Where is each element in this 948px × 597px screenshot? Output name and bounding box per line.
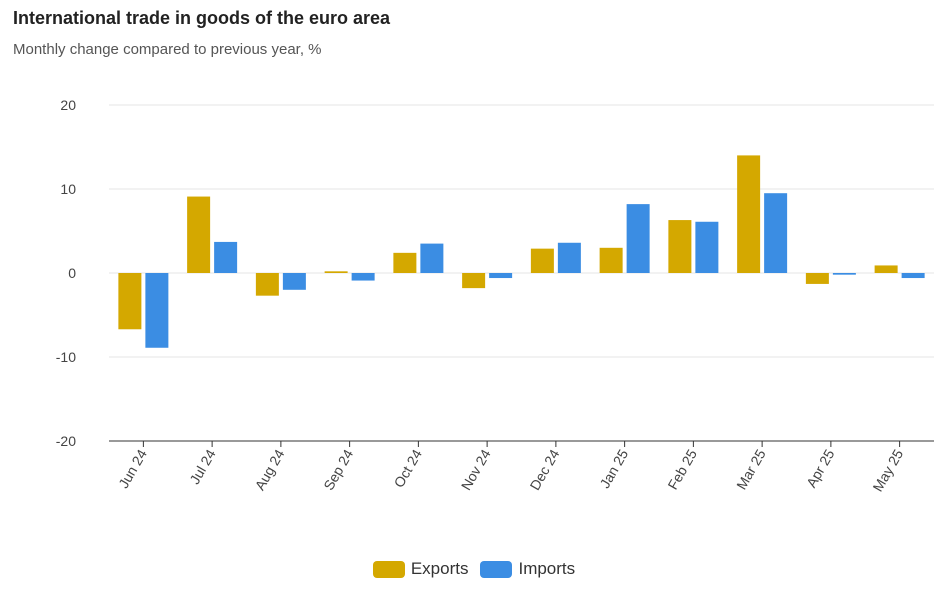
bar-imports-may-25[interactable] xyxy=(901,273,925,279)
x-tick-label: Mar 25 xyxy=(733,446,769,492)
bar-imports-jan-25[interactable] xyxy=(626,204,650,273)
bar-exports-feb-25[interactable] xyxy=(668,220,692,273)
legend-label: Exports xyxy=(410,559,469,578)
bar-imports-jun-24[interactable] xyxy=(145,273,169,348)
bar-imports-dec-24[interactable] xyxy=(557,242,581,273)
x-tick-label: Feb 25 xyxy=(664,446,700,492)
bar-imports-nov-24[interactable] xyxy=(489,273,513,279)
bar-exports-may-25[interactable] xyxy=(874,265,898,273)
x-tick-label: Jul 24 xyxy=(186,446,219,487)
legend-item-exports[interactable]: Exports xyxy=(372,559,469,579)
x-tick-label: May 25 xyxy=(869,446,906,494)
bar-exports-nov-24[interactable] xyxy=(462,273,486,289)
bar-imports-jul-24[interactable] xyxy=(214,241,238,273)
bar-imports-sep-24[interactable] xyxy=(351,273,375,281)
x-tick-label: Jun 24 xyxy=(115,446,150,491)
x-tick-label: Dec 24 xyxy=(526,446,562,493)
y-tick-label: -10 xyxy=(56,349,76,365)
legend-swatch xyxy=(372,560,405,578)
y-tick-label: 0 xyxy=(68,265,76,281)
chart-title: International trade in goods of the euro… xyxy=(13,8,391,28)
bar-exports-apr-25[interactable] xyxy=(805,273,829,284)
bar-exports-dec-24[interactable] xyxy=(530,248,554,273)
y-tick-label: 20 xyxy=(60,97,76,113)
y-tick-label: -20 xyxy=(56,433,76,449)
bar-imports-apr-25[interactable] xyxy=(832,273,856,275)
x-tick-label: Nov 24 xyxy=(458,446,494,493)
bar-exports-jan-25[interactable] xyxy=(599,247,623,273)
bar-exports-aug-24[interactable] xyxy=(255,273,279,296)
bar-exports-sep-24[interactable] xyxy=(324,271,348,273)
x-tick-label: Aug 24 xyxy=(251,446,287,493)
chart-legend: Exports Imports xyxy=(0,559,948,579)
bar-imports-mar-25[interactable] xyxy=(764,193,788,273)
x-tick-label: Jan 25 xyxy=(596,446,631,491)
x-tick-label: Apr 25 xyxy=(803,446,838,490)
bar-imports-feb-25[interactable] xyxy=(695,221,719,273)
legend-item-imports[interactable]: Imports xyxy=(480,559,575,579)
y-tick-label: 10 xyxy=(60,181,76,197)
x-tick-label: Sep 24 xyxy=(320,446,356,493)
bar-exports-jun-24[interactable] xyxy=(118,273,142,330)
legend-label: Imports xyxy=(518,559,576,578)
x-tick-label: Oct 24 xyxy=(390,446,425,490)
bar-exports-oct-24[interactable] xyxy=(393,252,417,273)
bar-imports-oct-24[interactable] xyxy=(420,243,444,273)
bar-imports-aug-24[interactable] xyxy=(282,273,306,290)
legend-swatch xyxy=(480,560,513,578)
bar-exports-mar-25[interactable] xyxy=(737,155,761,273)
chart-subtitle: Monthly change compared to previous year… xyxy=(13,41,322,58)
bar-exports-jul-24[interactable] xyxy=(187,196,211,273)
